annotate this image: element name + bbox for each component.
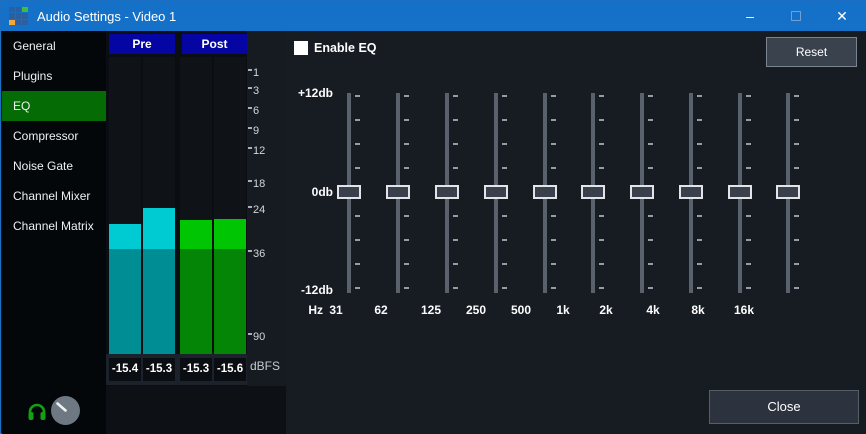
slider-thumb[interactable] [679, 185, 703, 199]
meter-scale-label: 12 [248, 145, 265, 157]
slider-thumb[interactable] [484, 185, 508, 199]
sidebar-item-compressor[interactable]: Compressor [13, 129, 79, 143]
freq-label-8k: 8k [691, 303, 705, 317]
window-controls: – ✕ [727, 1, 865, 31]
freq-label-500: 500 [510, 303, 532, 317]
scale-tick [248, 127, 252, 129]
meter-peak-segment [109, 224, 141, 249]
eq-panel [286, 31, 866, 434]
sidebar-item-noise-gate[interactable]: Noise Gate [13, 159, 74, 173]
freq-label-125: 125 [420, 303, 442, 317]
bottom-left-strip [106, 386, 286, 434]
scale-tick [248, 206, 252, 208]
eq-band-slider-500[interactable] [530, 93, 560, 293]
scale-tick [248, 333, 252, 335]
meter-post-left [180, 57, 212, 357]
close-button[interactable]: Close [709, 390, 859, 424]
eq-band-slider-8k[interactable] [725, 93, 755, 293]
meter-peak-segment [143, 208, 175, 249]
sidebar-item-plugins[interactable]: Plugins [13, 69, 53, 83]
close-window-button[interactable]: ✕ [836, 7, 848, 24]
scale-tick [248, 180, 252, 182]
settings-sidebar: General Plugins EQ Compressor Noise Gate… [2, 31, 106, 434]
dbfs-unit-label: dBFS [250, 359, 281, 373]
meter-pre-left [109, 57, 141, 357]
gain-axis-max-label: +12db [297, 86, 333, 100]
meter-body-segment [180, 249, 212, 357]
headphones-icon[interactable] [26, 400, 48, 427]
sidebar-item-eq[interactable]: EQ [2, 91, 106, 121]
meter-readout-pre-left: -15.4 [109, 358, 141, 381]
slider-thumb[interactable] [386, 185, 410, 199]
eq-band-slider-62[interactable] [383, 93, 413, 293]
scale-tick [248, 107, 252, 109]
monitor-volume-knob[interactable] [50, 395, 81, 431]
meter-body-segment [143, 249, 175, 357]
freq-label-31: 31 [329, 303, 343, 317]
sidebar-item-channel-matrix[interactable]: Channel Matrix [13, 219, 94, 233]
scale-tick [248, 147, 252, 149]
post-meter-header: Post [182, 34, 247, 54]
gain-axis-center-label: 0db [311, 185, 333, 199]
scale-tick [248, 87, 252, 89]
meter-scale-label: 36 [248, 248, 265, 260]
meter-readout-pre-right: -15.3 [143, 358, 175, 381]
slider-thumb[interactable] [533, 185, 557, 199]
window-title: Audio Settings - Video 1 [37, 8, 177, 24]
eq-band-slider-4k[interactable] [676, 93, 706, 293]
sidebar-item-general[interactable]: General [13, 39, 56, 53]
maximize-icon [791, 11, 801, 21]
slider-thumb[interactable] [337, 185, 361, 199]
slider-thumb[interactable] [630, 185, 654, 199]
meter-scale-label: 6 [248, 105, 259, 117]
meter-scale-column [247, 31, 286, 386]
slider-thumb[interactable] [435, 185, 459, 199]
pre-meter-header: Pre [109, 34, 175, 54]
eq-band-slider-2k[interactable] [627, 93, 657, 293]
eq-band-slider-1k[interactable] [578, 93, 608, 293]
meter-pre-right [143, 57, 175, 357]
meter-scale-label: 3 [248, 85, 259, 97]
app-logo-icon [9, 6, 28, 26]
eq-band-slider-250[interactable] [481, 93, 511, 293]
meter-post-right [214, 57, 246, 357]
meter-readout-post-left: -15.3 [180, 358, 212, 381]
maximize-button [773, 1, 819, 31]
meter-peak-segment [214, 219, 246, 249]
slider-thumb[interactable] [581, 185, 605, 199]
eq-band-slider-16k[interactable] [773, 93, 803, 293]
minimize-button[interactable]: – [746, 8, 754, 24]
meter-scale-label: 24 [248, 204, 265, 216]
scale-tick [248, 69, 252, 71]
sidebar-item-channel-mixer[interactable]: Channel Mixer [13, 189, 91, 203]
slider-thumb[interactable] [728, 185, 752, 199]
eq-band-slider-125[interactable] [432, 93, 462, 293]
meter-body-segment [109, 249, 141, 357]
enable-eq-checkbox[interactable] [294, 41, 308, 55]
scale-tick [248, 250, 252, 252]
meter-peak-segment [180, 220, 212, 249]
meter-body-segment [214, 249, 246, 357]
titlebar: Audio Settings - Video 1 – ✕ [1, 1, 865, 31]
gain-axis-min-label: -12db [300, 283, 333, 297]
slider-thumb[interactable] [776, 185, 800, 199]
meter-scale-label: 9 [248, 125, 259, 137]
freq-label-16k: 16k [733, 303, 755, 317]
freq-label-62: 62 [374, 303, 388, 317]
reset-button[interactable]: Reset [766, 37, 857, 67]
freq-label-1k: 1k [556, 303, 570, 317]
freq-label-250: 250 [465, 303, 487, 317]
meter-readout-post-right: -15.6 [214, 358, 246, 381]
freq-label-4k: 4k [646, 303, 660, 317]
freq-label-2k: 2k [599, 303, 613, 317]
freq-unit-label: Hz [308, 303, 323, 317]
enable-eq-label: Enable EQ [314, 41, 377, 55]
eq-band-slider-31[interactable] [334, 93, 364, 293]
meter-scale-label: 90 [248, 331, 265, 343]
meter-scale-label: 1 [248, 67, 259, 79]
meter-scale-label: 18 [248, 178, 265, 190]
